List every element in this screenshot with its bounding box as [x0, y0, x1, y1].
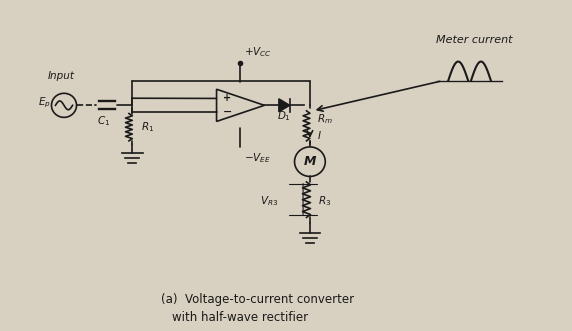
Text: $E_p$: $E_p$ [38, 95, 50, 110]
Text: $R_3$: $R_3$ [319, 194, 332, 208]
Text: −: − [223, 107, 232, 117]
Text: $I$: $I$ [317, 129, 321, 141]
Text: +: + [223, 93, 232, 103]
Text: with half-wave rectifier: with half-wave rectifier [172, 311, 308, 324]
Text: Meter current: Meter current [436, 35, 512, 45]
Text: (a)  Voltage-to-current converter: (a) Voltage-to-current converter [161, 293, 354, 306]
Text: $V_{R3}$: $V_{R3}$ [260, 194, 279, 208]
Text: Input: Input [47, 71, 75, 81]
Text: M: M [304, 155, 316, 168]
Text: $R_m$: $R_m$ [317, 112, 333, 126]
Text: $C_1$: $C_1$ [97, 114, 110, 127]
Polygon shape [279, 99, 290, 112]
Text: $R_1$: $R_1$ [141, 120, 154, 134]
Text: $-V_{EE}$: $-V_{EE}$ [244, 152, 271, 165]
Text: $D_1$: $D_1$ [277, 109, 291, 123]
Text: $+V_{CC}$: $+V_{CC}$ [244, 45, 272, 59]
